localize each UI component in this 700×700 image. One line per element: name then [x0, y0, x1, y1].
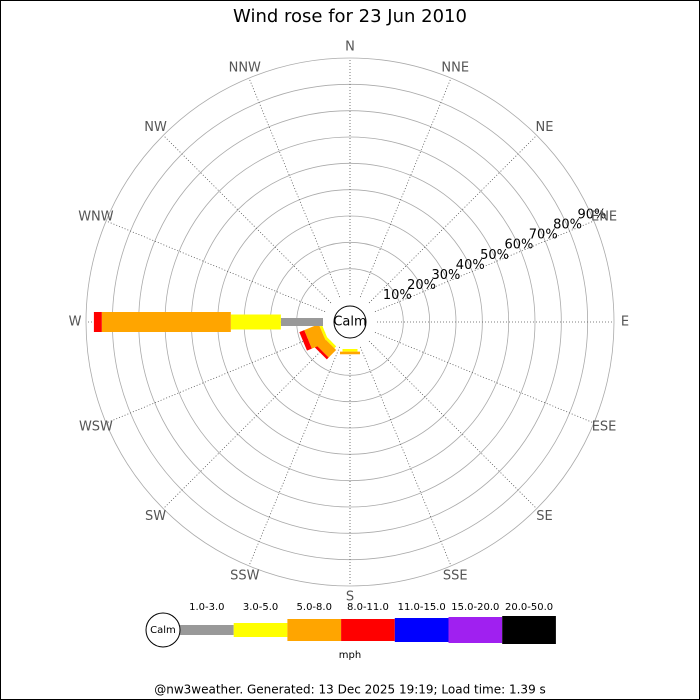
wind-bar — [319, 325, 328, 341]
wind-bar — [101, 312, 231, 332]
wind-bar — [93, 312, 102, 332]
footer: @nw3weather. Generated: 13 Dec 2025 19:1… — [154, 683, 546, 697]
direction-line — [359, 346, 452, 567]
direction-line — [368, 340, 537, 509]
legend-swatch — [448, 617, 503, 643]
legend-swatch — [394, 618, 449, 642]
wind-bar — [230, 314, 281, 330]
legend-label: 1.0-3.0 — [189, 602, 224, 613]
ring-label: 80% — [553, 218, 582, 233]
ring-label: 30% — [431, 268, 460, 283]
ring-label: 10% — [383, 288, 412, 303]
direction-line — [359, 77, 452, 298]
direction-line — [374, 331, 595, 424]
direction-line — [368, 135, 537, 304]
legend-label: 20.0-50.0 — [505, 602, 553, 613]
direction-label: SW — [145, 509, 166, 524]
wind-bar — [304, 324, 327, 349]
ring-label: 70% — [529, 228, 558, 243]
direction-label: WSW — [79, 420, 113, 435]
direction-label: SSW — [230, 569, 260, 584]
direction-label: E — [621, 315, 629, 330]
chart-title: Wind rose for 23 Jun 2010 — [233, 6, 467, 27]
direction-line — [105, 220, 326, 313]
wind-bar — [342, 349, 358, 352]
wind-bar — [280, 318, 324, 326]
legend-swatch — [287, 619, 342, 641]
legend-label: 3.0-5.0 — [243, 602, 278, 613]
direction-label: SSE — [443, 569, 468, 584]
direction-line — [163, 340, 332, 509]
calm-label: Calm — [333, 315, 366, 330]
direction-label: ESE — [592, 420, 617, 435]
direction-label: S — [346, 590, 354, 605]
direction-line — [374, 220, 595, 313]
direction-line — [105, 331, 326, 424]
direction-label: N — [345, 40, 355, 55]
legend-swatch — [341, 619, 395, 641]
direction-label: NE — [535, 120, 553, 135]
direction-label: NW — [144, 120, 167, 135]
direction-label: W — [69, 315, 82, 330]
legend-calm-circle — [145, 612, 181, 648]
grid-ring — [85, 57, 615, 587]
ring-label: 40% — [456, 258, 485, 273]
legend-label: 5.0-8.0 — [297, 602, 332, 613]
ring-label: 20% — [407, 278, 436, 293]
ring-label: 90% — [577, 207, 606, 222]
legend-label: 11.0-15.0 — [398, 602, 446, 613]
legend-swatch — [233, 623, 288, 637]
wind-bar — [312, 343, 329, 360]
unit-label: mph — [339, 650, 361, 661]
legend-swatch — [180, 625, 234, 635]
direction-line — [248, 346, 341, 567]
direction-label: NNE — [441, 60, 469, 75]
legend-label: 15.0-20.0 — [451, 602, 499, 613]
wind-bar — [299, 330, 312, 351]
calm-circle — [333, 305, 367, 339]
wind-bar — [340, 351, 360, 355]
direction-line — [248, 77, 341, 298]
ring-label: 50% — [480, 248, 509, 263]
ring-label: 60% — [504, 238, 533, 253]
legend-calm-label: Calm — [150, 625, 176, 636]
legend-label: 8.0-11.0 — [347, 602, 389, 613]
direction-label: NNW — [229, 60, 261, 75]
legend-swatch — [502, 616, 556, 644]
direction-label: ENE — [591, 209, 617, 224]
direction-label: SE — [536, 509, 552, 524]
direction-label: WNW — [78, 209, 114, 224]
direction-line — [163, 135, 332, 304]
